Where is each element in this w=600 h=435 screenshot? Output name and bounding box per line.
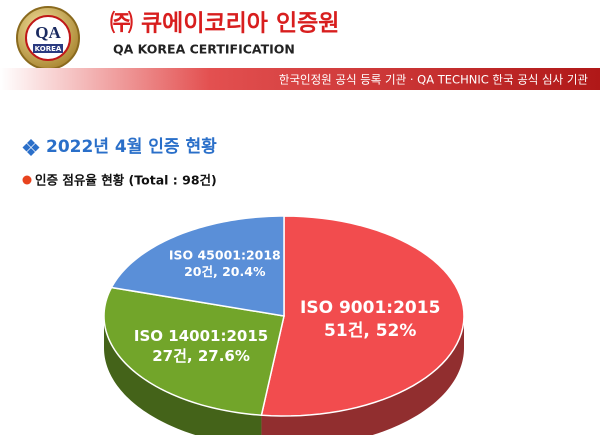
slice-label: ISO 14001:2015 xyxy=(134,327,268,345)
logo-sub: KOREA xyxy=(35,45,62,53)
slice-side xyxy=(104,316,262,435)
title-icon xyxy=(22,139,40,156)
company-en: QA KOREA CERTIFICATION xyxy=(113,42,295,57)
banner-bar xyxy=(0,68,600,90)
logo-main: QA xyxy=(35,23,61,42)
slice-label: ISO 45001:2018 xyxy=(169,247,281,262)
slice-side xyxy=(261,316,464,435)
slice-label: ISO 9001:2015 xyxy=(300,298,440,318)
slice xyxy=(110,215,285,317)
logo-band xyxy=(33,44,63,53)
slice xyxy=(260,215,465,417)
chart-title: 2022년 4월 인증 현황 xyxy=(46,137,217,157)
value-label: 51건, 52% xyxy=(324,321,416,341)
value-label: 27건, 27.6% xyxy=(152,347,250,365)
pie: ISO 9001:2015 51건, 52% ISO 14001:2015 27건, … xyxy=(103,215,465,435)
banner-text: 한국인정원 공식 등록 기관 · QA TECHNIC 한국 공식 심사 기관 xyxy=(279,73,589,87)
slice xyxy=(103,286,285,417)
subtitle-bullet xyxy=(22,175,32,185)
chart-subtitle: 인증 점유율 현황 (Total : 98건) xyxy=(35,173,217,188)
value-label: 20건, 20.4% xyxy=(184,264,266,279)
company-name: ㈜ 큐에이코리아 인증원 xyxy=(110,11,339,37)
